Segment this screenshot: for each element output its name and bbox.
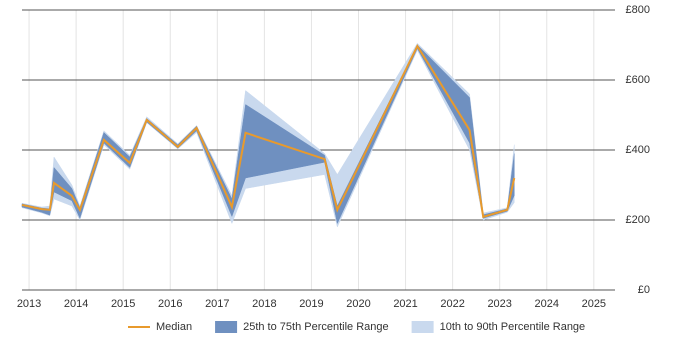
legend-label: Median xyxy=(156,321,192,333)
x-tick-label: 2024 xyxy=(535,298,559,310)
median-line xyxy=(21,43,516,219)
x-tick-label: 2025 xyxy=(582,298,606,310)
x-tick-label: 2015 xyxy=(111,298,135,310)
legend-swatch xyxy=(411,321,434,333)
y-tick-label: £600 xyxy=(626,74,650,86)
x-tick-label: 2013 xyxy=(17,298,41,310)
legend-label: 10th to 90th Percentile Range xyxy=(440,321,586,333)
y-tick-label: £400 xyxy=(626,144,650,156)
x-tick-label: 2019 xyxy=(299,298,323,310)
x-tick-label: 2016 xyxy=(158,298,182,310)
legend-label: 25th to 75th Percentile Range xyxy=(243,321,389,333)
x-tick-label: 2018 xyxy=(252,298,276,310)
x-tick-label: 2023 xyxy=(487,298,511,310)
y-tick-label: £0 xyxy=(638,284,650,296)
x-tick-label: 2020 xyxy=(346,298,370,310)
percentile-band xyxy=(21,44,515,225)
x-tick-label: 2022 xyxy=(440,298,464,310)
y-tick-label: £200 xyxy=(626,214,650,226)
x-tick-label: 2014 xyxy=(64,298,88,310)
legend-swatch xyxy=(215,321,238,333)
y-tick-label: £800 xyxy=(626,4,650,16)
x-tick-label: 2021 xyxy=(393,298,417,310)
x-tick-label: 2017 xyxy=(205,298,229,310)
